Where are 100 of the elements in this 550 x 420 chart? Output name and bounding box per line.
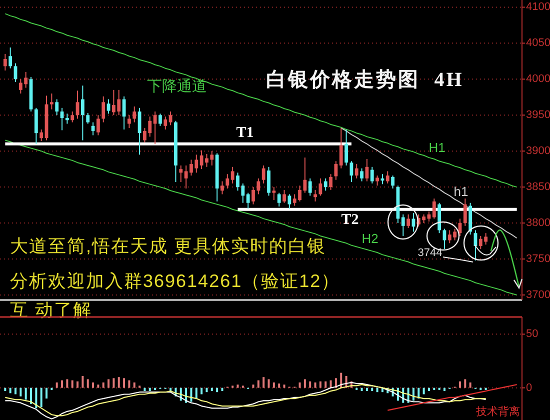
candlestick <box>230 166 234 184</box>
candlestick <box>401 214 405 236</box>
candlestick <box>70 111 74 123</box>
candlestick <box>65 113 69 124</box>
candlestick <box>329 174 332 190</box>
line-series <box>4 13 518 188</box>
bar <box>206 388 208 392</box>
candlestick <box>164 116 168 130</box>
candlestick <box>334 160 338 180</box>
y-tick-label: 3750 <box>526 252 550 265</box>
bar <box>221 388 224 392</box>
bar <box>443 388 446 392</box>
bar <box>128 380 130 388</box>
candlestick <box>354 164 358 179</box>
candlestick <box>128 114 131 129</box>
candlestick <box>314 189 317 202</box>
series-label: H2 <box>362 231 378 246</box>
bar <box>252 384 254 388</box>
candlestick <box>86 112 90 124</box>
annotation: 分析欢迎加入群369614261（验证12） <box>10 271 340 291</box>
bar <box>304 379 306 388</box>
bar <box>86 379 89 388</box>
bar <box>40 388 42 408</box>
bar <box>82 376 84 388</box>
bar <box>268 379 270 388</box>
bar <box>20 388 22 396</box>
bar <box>56 382 58 388</box>
text: 白银价格走势图 4H <box>266 69 464 91</box>
candlestick <box>96 114 100 136</box>
bar <box>283 384 286 388</box>
bar <box>330 380 332 388</box>
bar <box>458 381 461 388</box>
y-tick-label: 3700 <box>526 288 550 301</box>
bar <box>216 388 218 392</box>
candlestick <box>267 166 270 196</box>
candlestick <box>344 128 348 166</box>
bar <box>236 384 239 388</box>
bar <box>278 384 280 388</box>
bar <box>4 388 6 392</box>
bar <box>123 378 126 388</box>
bar <box>46 388 48 399</box>
annotation: 大道至简,悟在天成 更具体实时的白银 <box>10 236 326 256</box>
bar <box>190 388 192 402</box>
candlestick <box>360 168 364 182</box>
y-tick-label: 0 <box>526 382 532 394</box>
bar <box>210 388 213 392</box>
bar <box>298 382 301 388</box>
annotation: 下降通道 <box>147 78 207 95</box>
candlestick <box>376 175 379 186</box>
y-tick-label: 3950 <box>526 109 550 122</box>
candlestick <box>386 170 390 184</box>
y-tick-label: 4050 <box>526 37 550 50</box>
bar <box>71 380 74 388</box>
bar <box>376 388 378 392</box>
bar <box>360 388 363 392</box>
candlestick <box>220 180 224 195</box>
candlestick <box>308 178 312 196</box>
candlestick <box>262 164 266 184</box>
bar <box>464 379 466 388</box>
candlestick <box>102 96 106 123</box>
candlestick <box>339 128 343 169</box>
y-tick-label: 3800 <box>526 217 550 230</box>
bar <box>262 377 265 388</box>
bar <box>118 377 120 388</box>
candlestick <box>246 192 250 210</box>
candlestick <box>277 192 281 207</box>
candlestick <box>3 53 7 72</box>
series-label: T1 <box>236 125 254 141</box>
candlestick <box>442 228 446 250</box>
candlestick <box>55 98 59 116</box>
series-label: 技术背离 <box>475 405 520 418</box>
candlestick <box>34 107 38 144</box>
bar <box>366 388 368 392</box>
candlestick <box>8 46 12 69</box>
candlestick <box>179 164 183 183</box>
y-tick-label: 3900 <box>526 145 550 158</box>
candlestick <box>288 194 292 210</box>
bar <box>422 388 425 394</box>
candlestick <box>106 98 110 114</box>
candlestick <box>168 111 172 126</box>
candlestick <box>391 175 394 189</box>
candlestick <box>40 128 44 142</box>
series-label: h1 <box>454 184 468 199</box>
candlestick <box>80 85 84 141</box>
y-tick-label: 50 <box>526 328 538 340</box>
bar <box>66 379 68 388</box>
bar <box>97 384 100 388</box>
y-tick-label: 4000 <box>526 73 550 86</box>
candlestick <box>463 198 467 226</box>
bar <box>469 382 472 388</box>
line-series <box>4 140 518 296</box>
bar <box>9 388 12 394</box>
bar <box>35 388 38 408</box>
bar <box>108 379 110 388</box>
bar <box>428 388 430 392</box>
bar <box>24 388 27 400</box>
candlestick <box>324 178 328 192</box>
bar <box>309 381 312 388</box>
bar <box>148 388 151 392</box>
annotation: 3744 <box>418 247 442 259</box>
